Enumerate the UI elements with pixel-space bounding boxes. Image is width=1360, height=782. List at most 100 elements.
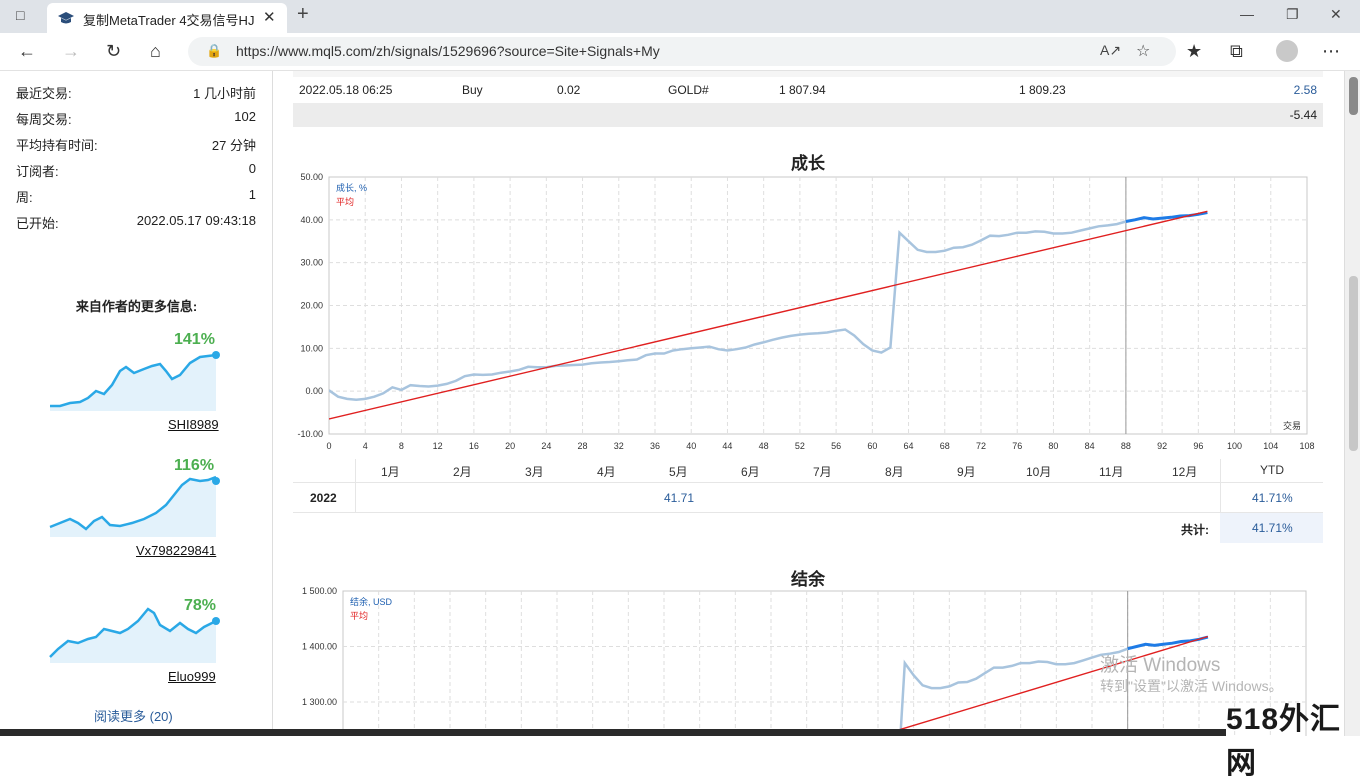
x-tick-label: 20 <box>505 441 515 451</box>
new-tab-icon[interactable]: + <box>297 3 309 25</box>
stat-value: 1 <box>248 187 256 202</box>
refresh-icon[interactable]: ↻ <box>106 41 122 61</box>
y-tick-label: 1 400.00 <box>302 641 337 651</box>
tab-actions-icon[interactable]: □ <box>16 7 25 23</box>
x-tick-label: 84 <box>1085 441 1095 451</box>
month-header: 11月 <box>1099 465 1124 479</box>
trade-history-table: 2022.05.18 06:25 Buy 0.02 GOLD# 1 807.94… <box>293 71 1323 127</box>
y-tick-label: 1 500.00 <box>302 586 337 596</box>
signal-main: 2022.05.18 06:25 Buy 0.02 GOLD# 1 807.94… <box>293 71 1323 736</box>
ytd-value: 41.71% <box>1252 491 1293 505</box>
year-row: 2022 41.71 41.71% <box>293 483 1323 513</box>
x-tick-label: 32 <box>614 441 624 451</box>
month-header: 12月 <box>1172 465 1198 479</box>
author-sparkline[interactable] <box>48 601 224 663</box>
x-tick-label: 88 <box>1121 441 1131 451</box>
legend-average: 平均 <box>350 610 368 621</box>
series-line <box>329 210 1208 420</box>
trade-type: Buy <box>462 83 483 97</box>
total-value: 41.71% <box>1252 521 1293 535</box>
author-growth-percent: 78% <box>184 597 217 614</box>
y-tick-label: 10.00 <box>300 343 323 353</box>
total-label: 共计: <box>1181 523 1209 537</box>
scrollbar-top-thumb[interactable] <box>1349 77 1358 115</box>
x-tick-label: 40 <box>686 441 696 451</box>
author-link[interactable]: Eluo999 <box>168 669 216 684</box>
x-tick-label: 72 <box>976 441 986 451</box>
y-tick-label: 1 300.00 <box>302 697 337 707</box>
url-text[interactable]: https://www.mql5.com/zh/signals/1529696?… <box>236 43 660 59</box>
stat-label: 已开始: <box>16 216 59 231</box>
stat-value: 1 几小时前 <box>193 86 256 101</box>
stat-label: 每周交易: <box>16 112 72 127</box>
author-sparkline[interactable] <box>48 349 224 411</box>
monthly-returns-table: 1月 2月 3月 4月 5月 6月 7月 8月 9月 10月 11月 12月 Y… <box>293 459 1323 543</box>
x-tick-label: 12 <box>433 441 443 451</box>
minimize-icon[interactable]: — <box>1240 6 1254 22</box>
url-field[interactable]: 🔒 https://www.mql5.com/zh/signals/152969… <box>188 37 1176 66</box>
read-aloud-icon[interactable]: A↗ <box>1100 42 1122 58</box>
months-header-row: 1月 2月 3月 4月 5月 6月 7月 8月 9月 10月 11月 12月 Y… <box>293 459 1323 543</box>
close-window-icon[interactable]: ✕ <box>1330 6 1342 22</box>
month-header: 5月 <box>669 465 688 479</box>
trade-symbol: GOLD# <box>668 83 709 97</box>
add-favorite-icon[interactable]: ☆ <box>1136 43 1151 60</box>
stat-value: 102 <box>234 109 256 124</box>
x-tick-label: 76 <box>1012 441 1022 451</box>
x-tick-label: 56 <box>831 441 841 451</box>
home-icon[interactable]: ⌂ <box>150 41 161 61</box>
balance-chart-title: 结余 <box>791 570 825 589</box>
year-label: 2022 <box>310 491 337 505</box>
stat-value: 2022.05.17 09:43:18 <box>136 213 256 228</box>
taskbar <box>0 729 1226 736</box>
restore-icon[interactable]: ❐ <box>1286 6 1299 22</box>
close-tab-icon[interactable]: ✕ <box>263 9 276 26</box>
page-scrollbar[interactable] <box>1344 71 1360 736</box>
mortarboard-icon <box>58 12 74 24</box>
y-tick-label: 50.00 <box>300 172 323 182</box>
x-tick-label: 24 <box>541 441 551 451</box>
activate-windows-hint: 转到"设置"以激活 Windows。 <box>1100 678 1283 694</box>
author-growth-percent: 141% <box>174 331 215 348</box>
y-tick-label: 20.00 <box>300 301 323 311</box>
author-sparkline[interactable] <box>48 475 224 537</box>
tab-title: 复制MetaTrader 4交易信号HJ688 <box>83 13 255 28</box>
x-tick-label: 104 <box>1263 441 1278 451</box>
collections-icon[interactable]: ⧉ <box>1230 41 1243 61</box>
forward-icon[interactable]: → <box>62 41 80 61</box>
legend-growth: 成长, % <box>336 182 367 193</box>
month-header: 1月 <box>381 465 400 479</box>
month-header: 6月 <box>741 465 760 479</box>
more-menu-icon[interactable]: ⋯ <box>1322 41 1340 61</box>
browser-tab[interactable]: 复制MetaTrader 4交易信号HJ688 ✕ <box>47 3 287 33</box>
trade-open-price: 1 807.94 <box>779 83 826 97</box>
lock-icon[interactable]: 🔒 <box>206 43 223 58</box>
legend-balance: 结余, USD <box>350 596 393 607</box>
ytd-header: YTD <box>1260 463 1284 477</box>
y-tick-label: 30.00 <box>300 258 323 268</box>
scrollbar-thumb[interactable] <box>1349 276 1358 451</box>
y-tick-label: 0.00 <box>305 386 323 396</box>
profile-avatar-icon[interactable] <box>1276 40 1298 62</box>
stat-label: 最近交易: <box>16 86 72 101</box>
address-bar-row: ← → ↻ ⌂ 🔒 https://www.mql5.com/zh/signal… <box>0 33 1360 71</box>
read-more-link[interactable]: 阅读更多 (20) <box>94 709 173 724</box>
stat-label: 平均持有时间: <box>16 138 98 153</box>
table-total-row: -5.44 <box>293 103 1323 127</box>
favorites-icon[interactable]: ★ <box>1186 41 1203 61</box>
month-value: 41.71 <box>664 491 695 505</box>
x-tick-label: 80 <box>1048 441 1058 451</box>
site-watermark-logo: 518外汇网 <box>1226 703 1342 780</box>
back-icon[interactable]: ← <box>18 41 36 61</box>
x-tick-label: 92 <box>1157 441 1167 451</box>
trade-total: -5.44 <box>1289 108 1317 122</box>
trade-close-price: 1 809.23 <box>1019 83 1066 97</box>
x-tick-label: 4 <box>363 441 368 451</box>
series-line <box>876 635 1209 736</box>
trade-volume: 0.02 <box>557 83 581 97</box>
author-link[interactable]: Vx798229841 <box>136 543 217 558</box>
author-link[interactable]: SHI8989 <box>168 417 219 432</box>
x-tick-label: 28 <box>578 441 588 451</box>
